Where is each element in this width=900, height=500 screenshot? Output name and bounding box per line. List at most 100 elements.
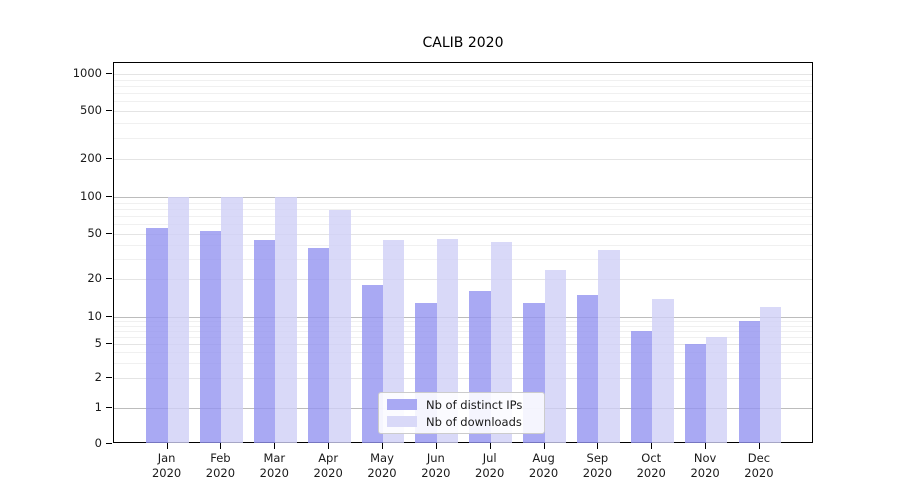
y-tick-label: 1000 [72, 66, 102, 80]
gridline-minor [114, 330, 812, 332]
x-tick-label-year: 2020 [690, 466, 720, 480]
x-tick-label-year: 2020 [582, 466, 613, 480]
bar-oct-2020-distinct-ips [630, 330, 653, 443]
x-tick-label-month: Feb [210, 451, 231, 465]
y-tick-label: 50 [87, 225, 102, 240]
bar-nov-2020-distinct-ips [684, 344, 707, 443]
y-tick-mark [106, 407, 112, 408]
y-tick-label: 1 [94, 400, 102, 414]
x-tick-label-month: Nov [693, 451, 717, 465]
x-tick-label: Feb 2020 [192, 451, 248, 481]
gridline-minor [114, 325, 812, 327]
x-tick-label: Aug 2020 [516, 451, 572, 481]
x-tick-label-year: 2020 [313, 466, 343, 480]
x-tick-label-year: 2020 [151, 466, 182, 480]
legend-item: Nb of downloads [387, 413, 536, 430]
y-tick-mark [106, 278, 112, 279]
gridline-major [114, 74, 812, 75]
x-tick-mark [220, 443, 222, 449]
gridline-minor [114, 122, 812, 124]
x-tick-label-month: Jan [157, 451, 176, 465]
gridline-minor [114, 352, 812, 354]
bar-nov-2020-downloads [706, 336, 728, 443]
x-tick-label: Jul 2020 [462, 451, 518, 481]
x-tick-label-month: Jul [482, 451, 497, 465]
bar-apr-2020-distinct-ips [307, 248, 330, 443]
x-tick-label: Sep 2020 [569, 451, 625, 481]
y-tick-label: 20 [87, 271, 102, 285]
x-tick-mark [435, 443, 437, 449]
legend-label: Nb of distinct IPs [426, 397, 523, 412]
bar-dec-2020-downloads [759, 307, 782, 443]
gridline-minor [114, 215, 812, 217]
x-tick-label-year: 2020 [205, 466, 236, 480]
gridline-major [114, 378, 812, 379]
bar-aug-2020-downloads [544, 269, 566, 443]
gridline-minor [114, 101, 812, 103]
x-tick-label-month: Jun [426, 451, 445, 465]
x-tick-mark [597, 443, 599, 449]
bar-sep-2020-distinct-ips [577, 294, 599, 443]
gridline-major [114, 233, 812, 235]
y-tick-label: 10 [87, 309, 102, 323]
y-tick-mark [106, 73, 112, 74]
x-tick-label: Jun 2020 [408, 451, 464, 481]
gridline-minor [114, 258, 812, 260]
x-tick-mark [543, 443, 545, 449]
x-tick-mark [328, 443, 330, 449]
x-tick-label-year: 2020 [475, 466, 505, 480]
x-tick-mark [489, 443, 491, 449]
y-tick-mark [106, 443, 112, 444]
x-tick-label-month: Sep [586, 451, 609, 465]
y-tick-label: 0 [94, 436, 102, 450]
bar-feb-2020-downloads [221, 197, 243, 443]
y-tick-mark [106, 377, 112, 378]
x-tick-label: Mar 2020 [246, 451, 302, 481]
x-tick-label: Apr 2020 [300, 451, 356, 481]
x-tick-label-month: Aug [532, 451, 555, 465]
x-tick-mark [166, 443, 168, 449]
y-tick-label: 500 [80, 103, 102, 117]
x-tick-label-year: 2020 [636, 466, 666, 480]
x-tick-label-year: 2020 [367, 466, 397, 480]
y-tick-label: 2 [94, 370, 102, 384]
x-tick-label-year: 2020 [421, 466, 451, 480]
x-tick-mark [758, 443, 760, 449]
gridline-major-emphasized [114, 197, 812, 198]
bar-feb-2020-distinct-ips [200, 231, 222, 443]
y-tick-mark [106, 158, 112, 159]
x-tick-mark [382, 443, 383, 449]
legend-swatch [387, 416, 417, 427]
gridline-minor [114, 137, 812, 139]
x-tick-mark [705, 443, 707, 449]
gridline-major [114, 159, 812, 160]
y-tick-mark [106, 343, 112, 344]
gridline-minor [114, 321, 812, 323]
bar-jun-2020-downloads [436, 238, 459, 443]
legend-label: Nb of downloads [426, 414, 522, 429]
x-tick-label-month: Oct [641, 451, 662, 465]
legend-item: Nb of distinct IPs [387, 396, 536, 413]
bar-sep-2020-downloads [598, 249, 620, 443]
gridline-minor [114, 244, 812, 246]
gridline-major-emphasized [114, 317, 812, 318]
gridline-minor [114, 336, 812, 338]
x-tick-label-month: May [370, 451, 394, 465]
bar-may-2020-distinct-ips [361, 284, 383, 443]
y-tick-mark [106, 232, 112, 234]
x-tick-label-year: 2020 [259, 466, 289, 480]
y-tick-mark [106, 110, 112, 111]
gridline-minor [114, 202, 812, 204]
y-tick-mark [106, 196, 112, 197]
bar-oct-2020-downloads [652, 298, 674, 443]
x-tick-label: Nov 2020 [677, 451, 733, 481]
y-tick-label: 200 [80, 151, 102, 165]
bar-jan-2020-downloads [167, 197, 189, 443]
x-tick-label: Jan 2020 [139, 451, 195, 481]
bar-mar-2020-distinct-ips [253, 239, 276, 443]
x-tick-label: Oct 2020 [623, 451, 679, 481]
gridline-minor [114, 223, 812, 225]
x-tick-label-year: 2020 [744, 466, 774, 480]
gridline-major [114, 279, 812, 280]
